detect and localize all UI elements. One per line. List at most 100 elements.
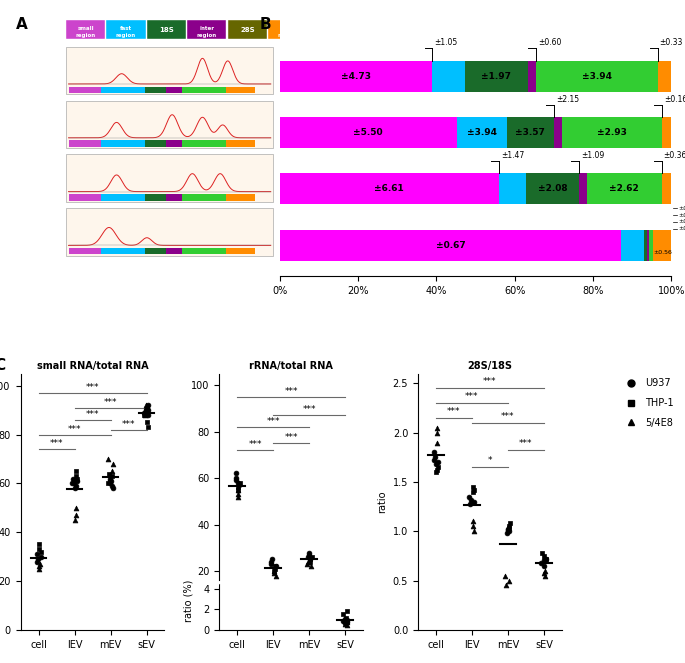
Point (103, 468, 114, 479)
Point (32, 549, 42, 560)
Text: ***: *** (86, 410, 99, 419)
Point (70, 483, 81, 493)
Text: region: region (116, 32, 136, 38)
Point (71, 473, 82, 484)
Point (538, 560, 549, 571)
Point (106, 481, 117, 491)
Bar (166, 141, 182, 147)
Point (141, 405, 152, 416)
Point (467, 521, 478, 532)
Text: ±2.08: ±2.08 (538, 184, 568, 194)
Bar (536, 61, 658, 91)
Text: ±0.67: ±0.67 (436, 241, 465, 250)
Point (143, 410, 154, 420)
Bar (106, 20, 146, 39)
Point (502, 525, 513, 536)
Point (70, 510, 81, 520)
Point (230, 468, 241, 479)
Point (66, 478, 77, 489)
Bar (66, 101, 273, 148)
Point (142, 422, 153, 432)
Text: ±0.16: ±0.16 (664, 95, 685, 103)
Bar (507, 117, 553, 148)
Point (232, 477, 243, 488)
Point (266, 559, 277, 570)
Bar (182, 248, 226, 255)
Point (68, 478, 79, 489)
Point (34, 559, 45, 570)
Bar (647, 229, 649, 261)
Text: *: * (488, 456, 492, 465)
Point (231, 473, 242, 483)
Bar (182, 141, 226, 147)
Point (342, 606, 353, 617)
Point (67, 473, 78, 484)
Point (540, 556, 551, 566)
Point (340, 617, 351, 627)
Point (71, 466, 82, 477)
Y-axis label: ratio: ratio (377, 491, 387, 513)
Text: small: small (77, 27, 94, 31)
Bar (226, 248, 255, 255)
Point (266, 554, 277, 565)
Point (233, 489, 244, 500)
Text: ***: *** (86, 383, 99, 392)
Bar (279, 174, 499, 204)
Point (233, 491, 244, 502)
Text: ***: *** (284, 433, 298, 442)
Point (70, 514, 81, 525)
Bar (580, 174, 587, 204)
Y-axis label: ratio (%): ratio (%) (184, 580, 193, 623)
Bar (182, 87, 226, 93)
Bar (66, 20, 105, 39)
Point (70, 503, 81, 513)
Bar (432, 61, 464, 91)
Point (538, 554, 549, 565)
Bar (68, 141, 101, 147)
Text: ***: *** (266, 417, 280, 426)
Point (105, 475, 116, 486)
Text: ±4.73: ±4.73 (341, 72, 371, 81)
Point (139, 407, 150, 418)
Point (503, 521, 514, 532)
Bar (66, 208, 273, 256)
Text: ±0.05: ±0.05 (678, 213, 685, 217)
Point (341, 619, 352, 630)
Point (337, 615, 348, 626)
Point (305, 556, 316, 567)
Text: ±1.97: ±1.97 (482, 72, 512, 81)
Bar (526, 174, 580, 204)
Bar (226, 141, 255, 147)
Point (141, 417, 152, 428)
Point (340, 613, 351, 624)
Point (338, 609, 349, 620)
Bar (553, 117, 562, 148)
Point (429, 452, 440, 463)
Point (429, 455, 440, 465)
Bar (145, 87, 166, 93)
Point (34, 564, 45, 574)
Point (536, 548, 547, 558)
Point (107, 466, 118, 477)
Text: ***: *** (303, 405, 316, 414)
Point (469, 526, 479, 536)
Text: ±0.31: ±0.31 (678, 206, 685, 211)
Point (106, 471, 117, 481)
Point (32, 556, 42, 567)
Text: ***: *** (103, 398, 117, 407)
Point (341, 617, 352, 627)
Text: inter: inter (199, 27, 214, 31)
Text: C: C (0, 358, 5, 373)
Point (341, 612, 352, 623)
Point (469, 485, 479, 495)
Text: ±0.33: ±0.33 (660, 38, 683, 47)
Point (270, 561, 281, 572)
Point (139, 410, 150, 420)
Bar (226, 194, 255, 201)
Point (103, 453, 114, 464)
Bar (662, 174, 671, 204)
Point (269, 566, 279, 576)
Point (540, 570, 551, 581)
Text: ±2.15: ±2.15 (556, 95, 579, 103)
Text: fast: fast (120, 27, 132, 31)
